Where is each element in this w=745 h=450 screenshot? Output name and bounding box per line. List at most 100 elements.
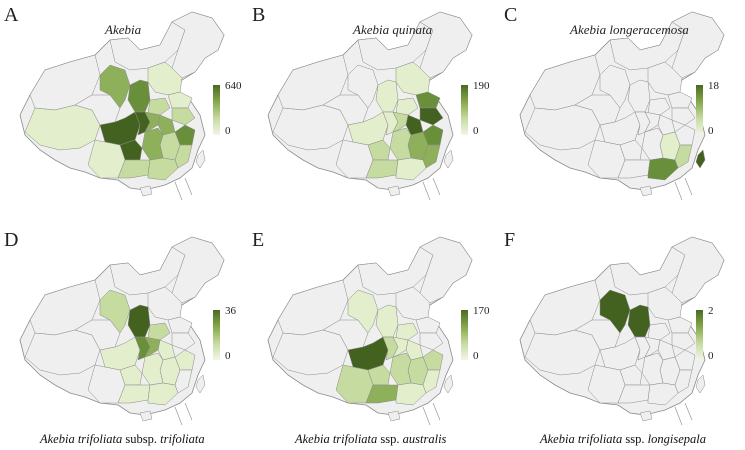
china-map [267, 236, 473, 426]
china-map [19, 11, 225, 201]
province-hunan [641, 127, 664, 161]
province-hainan [387, 185, 401, 197]
province-taiwan [443, 374, 454, 394]
china-map [267, 11, 473, 201]
legend-max-label: 18 [708, 80, 719, 92]
province-jiangsu [671, 332, 696, 351]
sea-boundary-lines [174, 402, 193, 426]
province-northeast [671, 236, 725, 304]
legend-min-label: 0 [225, 125, 231, 137]
province-jiangsu [671, 107, 696, 126]
province-hubei [392, 111, 409, 133]
caption-part: trifoliata [160, 432, 205, 446]
province-hunan [389, 352, 412, 386]
panel-title: Akebia longeracemosa [570, 22, 689, 37]
panel-letter: A [4, 4, 19, 26]
province-jiangsu [419, 332, 444, 351]
caption-part: australis [402, 432, 447, 446]
province-hunan [141, 352, 164, 386]
caption-part: subsp. [122, 432, 161, 446]
province-fujian [674, 144, 693, 169]
province-shaanxi [375, 304, 399, 338]
province-northeast [171, 11, 225, 79]
province-hubei [644, 111, 661, 133]
province-shandong [415, 316, 441, 334]
map-panel-a: A Akebia 640 0 [0, 0, 242, 215]
province-henan [647, 97, 671, 116]
legend-min-label: 0 [708, 350, 714, 362]
legend-max-label: 170 [473, 305, 490, 317]
province-northeast [171, 236, 225, 304]
province-henan [395, 322, 419, 341]
legend-min-label: 0 [473, 350, 479, 362]
legend-gradient-bar [461, 85, 468, 135]
sea-boundary-lines [174, 177, 193, 201]
sea-boundary-lines [422, 402, 441, 426]
panel-caption: Akebia trifoliata ssp. longisepala [540, 432, 706, 447]
province-guangdong [647, 157, 679, 181]
province-shaanxi [127, 79, 151, 113]
province-northeast [671, 11, 725, 79]
legend-max-label: 190 [473, 80, 490, 92]
province-qinghai [322, 94, 369, 126]
province-qinghai [74, 319, 121, 351]
legend-min-label: 0 [708, 125, 714, 137]
province-hainan [139, 410, 153, 422]
province-taiwan [695, 149, 706, 169]
province-taiwan [695, 374, 706, 394]
province-guangdong [147, 382, 179, 406]
panel-title: Akebia quinata [353, 22, 433, 37]
province-shandong [667, 91, 693, 109]
china-map [19, 236, 225, 426]
province-shaanxi [627, 304, 651, 338]
map-panel-c: C Akebia longeracemosa 18 0 [500, 0, 740, 215]
province-shandong [167, 316, 193, 334]
province-fujian [422, 144, 441, 169]
province-shaanxi [127, 304, 151, 338]
panel-letter: C [504, 4, 518, 26]
province-henan [147, 322, 171, 341]
province-hainan [387, 410, 401, 422]
sea-boundary-lines [674, 177, 693, 201]
province-gansu [99, 289, 131, 334]
province-henan [647, 322, 671, 341]
province-guangdong [395, 382, 427, 406]
province-shandong [167, 91, 193, 109]
province-taiwan [443, 149, 454, 169]
province-qinghai [322, 319, 369, 351]
legend-gradient-bar [696, 85, 703, 135]
panel-letter: E [252, 229, 265, 251]
color-legend: 190 0 [461, 80, 501, 145]
province-fujian [674, 369, 693, 394]
province-qinghai [574, 319, 621, 351]
province-gansu [599, 64, 631, 109]
province-hubei [144, 111, 161, 133]
province-hubei [144, 336, 161, 358]
caption-part: longisepala [647, 432, 706, 446]
color-legend: 36 0 [213, 305, 253, 370]
legend-min-label: 0 [225, 350, 231, 362]
caption-part: Akebia trifoliata [540, 432, 623, 446]
panel-letter: B [252, 4, 266, 26]
province-guangdong [647, 382, 679, 406]
province-henan [147, 97, 171, 116]
province-hunan [389, 127, 412, 161]
color-legend: 640 0 [213, 80, 253, 145]
color-legend: 18 0 [696, 80, 736, 145]
province-gansu [599, 289, 631, 334]
legend-gradient-bar [461, 310, 468, 360]
province-fujian [174, 144, 193, 169]
province-taiwan [195, 374, 206, 394]
province-jiangsu [419, 107, 444, 126]
province-northeast [419, 11, 473, 79]
map-panel-b: B Akebia quinata 190 0 [248, 0, 490, 215]
legend-gradient-bar [213, 310, 220, 360]
province-hubei [644, 336, 661, 358]
province-hunan [641, 352, 664, 386]
caption-part: Akebia trifoliata [295, 432, 378, 446]
province-hunan [141, 127, 164, 161]
legend-gradient-bar [213, 85, 220, 135]
province-gansu [347, 289, 379, 334]
